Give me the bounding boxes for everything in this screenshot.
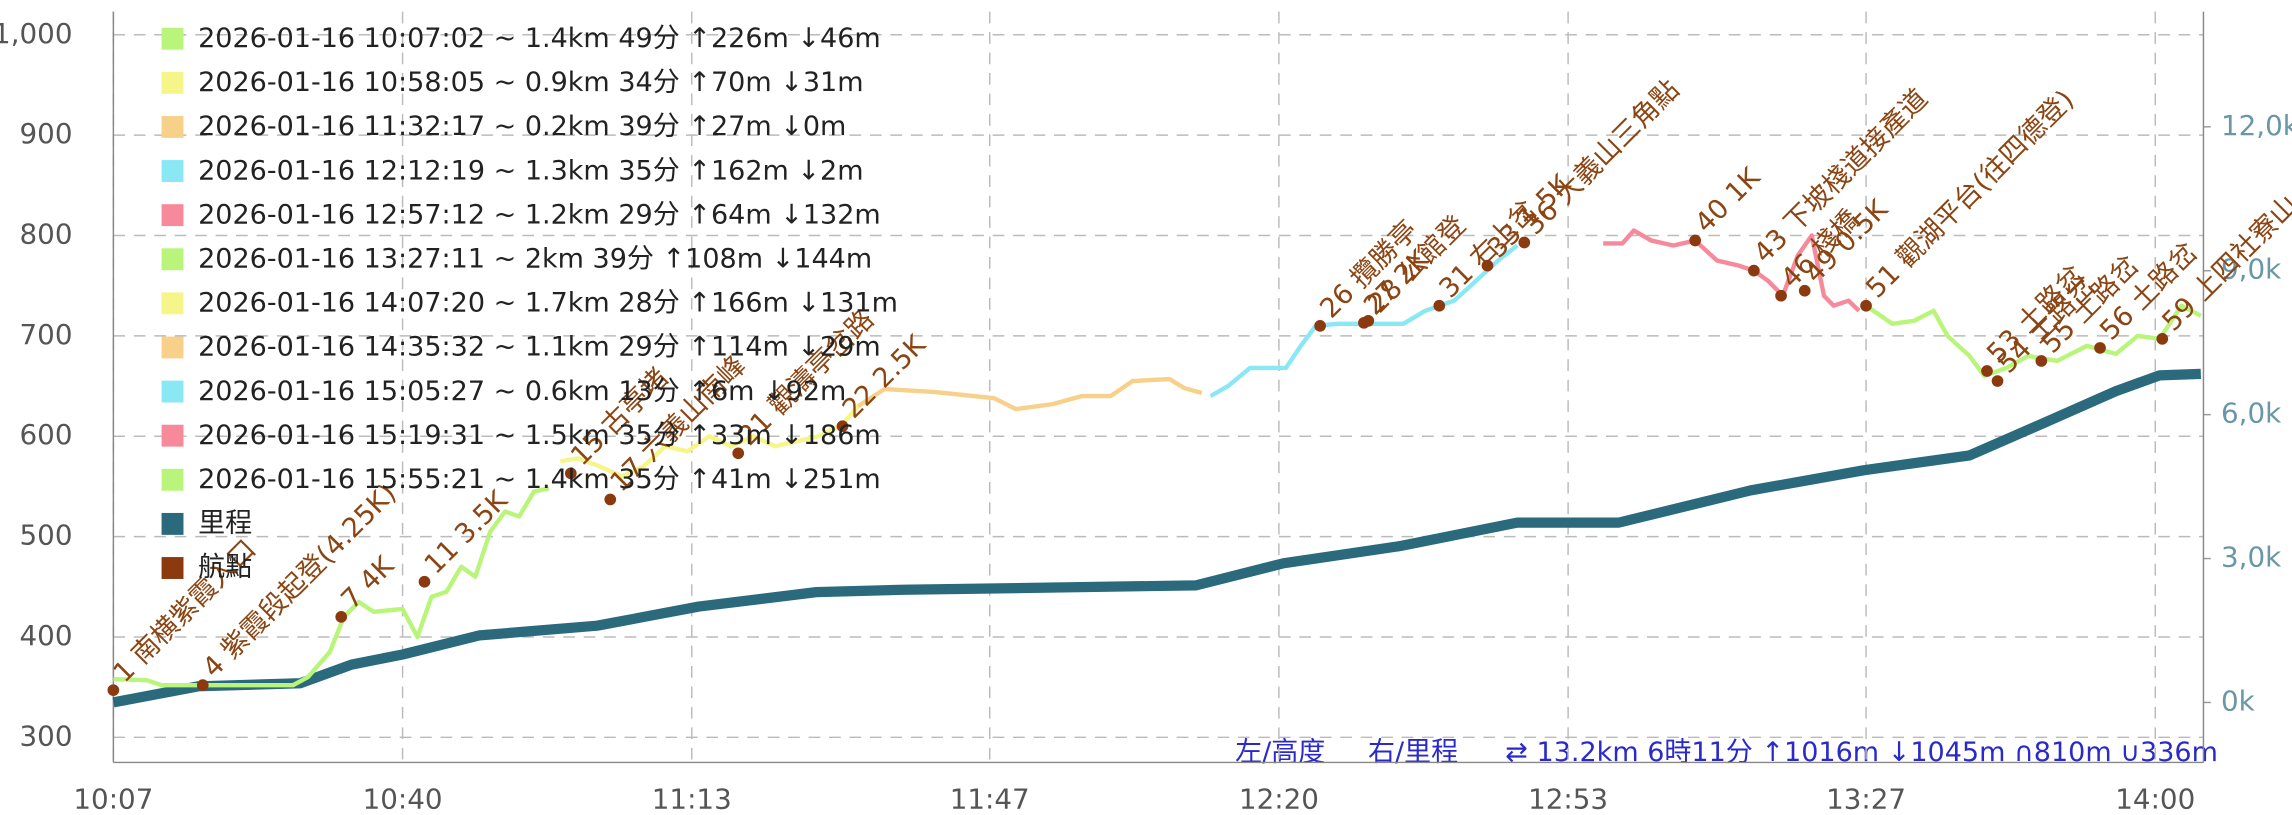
- waypoint: [1991, 375, 2004, 387]
- y2-tick-label: 3,0k: [2221, 541, 2281, 574]
- legend-label: 2026-01-16 10:07:02 ~ 1.4km 49分 ↑226m ↓4…: [198, 23, 881, 54]
- waypoint: [1518, 236, 1531, 249]
- legend-swatch: [161, 27, 184, 50]
- waypoint-label: 36 大義山三角點: [1518, 74, 1685, 241]
- right-axis-note: 右/里程: [1368, 737, 1458, 768]
- elevation-line: [113, 486, 550, 688]
- y-tick-label: 900: [20, 117, 73, 150]
- legend-label: 2026-01-16 10:58:05 ~ 0.9km 34分 ↑70m ↓31…: [198, 67, 863, 98]
- legend-swatch: [161, 204, 184, 227]
- waypoint: [732, 447, 745, 460]
- legend-swatch: [161, 468, 184, 491]
- waypoint: [1981, 365, 1993, 377]
- legend-swatch: [161, 380, 184, 403]
- y2-tick-label: 0k: [2221, 684, 2255, 717]
- waypoint: [1860, 299, 1872, 312]
- waypoint: [335, 611, 348, 623]
- legend-label: 2026-01-16 14:07:20 ~ 1.7km 28分 ↑166m ↓1…: [198, 288, 898, 319]
- waypoint: [1314, 319, 1326, 332]
- legend-label: 2026-01-16 11:32:17 ~ 0.2km 39分 ↑27m ↓0m: [198, 111, 846, 142]
- legend-swatch: [161, 424, 184, 447]
- legend-label: 2026-01-16 15:05:27 ~ 0.6km 13分 ↑6m ↓92m: [198, 376, 846, 407]
- legend-swatch: [161, 160, 184, 182]
- x-tick-label: 11:13: [652, 782, 732, 815]
- y2-tick-label: 9,0k: [2221, 253, 2281, 286]
- y2-tick-label: 12,0k: [2221, 109, 2292, 142]
- waypoint: [418, 575, 431, 588]
- waypoint: [604, 493, 617, 506]
- waypoint: [1748, 264, 1760, 277]
- y-tick-label: 1,000: [0, 17, 72, 50]
- x-tick-label: 14:00: [2115, 782, 2195, 815]
- waypoint: [564, 467, 577, 480]
- legend-swatch: [161, 292, 184, 315]
- x-tick-label: 13:27: [1826, 782, 1906, 815]
- waypoint-label: 40 1K: [1689, 161, 1767, 239]
- waypoint: [1433, 299, 1446, 312]
- elevation-line: [559, 404, 860, 479]
- elevation-line: [1864, 303, 2202, 379]
- legend-swatch: [161, 336, 184, 359]
- waypoint: [107, 684, 120, 696]
- waypoint: [196, 679, 209, 691]
- legend-swatch: [161, 71, 184, 94]
- legend-label: 2026-01-16 13:27:11 ~ 2km 39分 ↑108m ↓144…: [198, 243, 872, 274]
- elevation-line: [1209, 243, 1519, 399]
- waypoint: [2094, 342, 2106, 354]
- summary: ⇄ 13.2km 6時11分 ↑1016m ↓1045m ∩810m ∪336m: [1505, 737, 2218, 768]
- legend-label: 航點: [198, 552, 252, 583]
- legend-swatch: [161, 512, 184, 535]
- legend-label: 2026-01-16 14:35:32 ~ 1.1km 29分 ↑114m ↓2…: [198, 332, 881, 363]
- y-tick-label: 700: [20, 318, 73, 351]
- legend-swatch: [161, 115, 184, 138]
- waypoint: [1481, 259, 1494, 272]
- legend-label: 2026-01-16 12:12:19 ~ 1.3km 35分 ↑162m ↓2…: [198, 155, 863, 186]
- distance-line: [112, 368, 2202, 708]
- waypoint-label: 11 3.5K: [419, 484, 515, 580]
- left-axis-note: 左/高度: [1235, 737, 1325, 768]
- y-tick-label: 300: [20, 719, 73, 752]
- x-tick-label: 11:47: [950, 782, 1030, 815]
- waypoint: [2035, 355, 2048, 367]
- elevation-line: [857, 376, 1203, 412]
- y2-tick-label: 6,0k: [2221, 397, 2281, 430]
- waypoint: [2156, 333, 2169, 345]
- y-tick-label: 600: [20, 418, 73, 451]
- x-tick-label: 12:20: [1239, 782, 1319, 815]
- legend-label: 2026-01-16 12:57:12 ~ 1.2km 29分 ↑64m ↓13…: [198, 199, 881, 230]
- waypoint: [1689, 234, 1702, 247]
- legend-label: 里程: [198, 508, 252, 539]
- waypoint: [1775, 289, 1787, 302]
- waypoint-label: 7 4K: [335, 550, 401, 616]
- x-tick-label: 10:40: [363, 782, 443, 815]
- waypoint: [1362, 314, 1375, 327]
- waypoint: [1798, 284, 1811, 297]
- legend-swatch: [161, 557, 184, 579]
- x-tick-label: 12:53: [1528, 782, 1608, 815]
- legend-label: 2026-01-16 15:55:21 ~ 1.4km 35分 ↑41m ↓25…: [198, 464, 881, 495]
- y-tick-label: 500: [20, 519, 73, 552]
- y-tick-label: 400: [20, 619, 73, 652]
- legend-label: 2026-01-16 15:19:31 ~ 1.5km 35分 ↑33m ↓18…: [198, 420, 881, 451]
- x-tick-label: 10:07: [73, 782, 153, 815]
- legend-swatch: [161, 248, 184, 271]
- y-tick-label: 800: [20, 217, 73, 250]
- waypoint: [836, 420, 849, 433]
